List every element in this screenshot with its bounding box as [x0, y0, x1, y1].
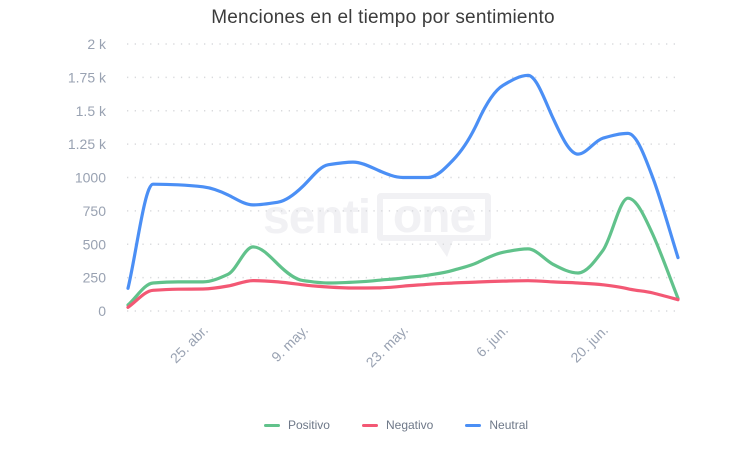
- y-axis-label: 500: [83, 236, 107, 252]
- y-axis-label: 250: [83, 270, 107, 286]
- legend-label: Neutral: [489, 418, 529, 432]
- legend-dash-icon: [361, 423, 378, 427]
- x-axis-label: 20. jun.: [567, 322, 611, 366]
- x-axis-label: 6. jun.: [473, 322, 511, 360]
- y-axis-label: 1000: [75, 170, 106, 186]
- series-line-negativo[interactable]: [126, 279, 680, 309]
- y-axis-label: 750: [83, 203, 107, 219]
- legend-dash-icon: [465, 423, 482, 427]
- watermark-bubble: [377, 193, 491, 241]
- legend-dash-icon: [263, 423, 280, 427]
- chart-title: Menciones en el tiempo por sentimiento: [211, 7, 555, 28]
- x-axis-label: 9. may.: [268, 322, 311, 365]
- watermark: senti one: [263, 190, 491, 257]
- x-axis-label: 23. may.: [363, 322, 412, 371]
- legend-item-neutral[interactable]: Neutral: [465, 418, 528, 432]
- legend-label: Negativo: [385, 418, 434, 432]
- y-axis-label: 1.75 k: [68, 69, 107, 85]
- legend-item-positivo[interactable]: Positivo: [263, 418, 330, 432]
- series-line-positivo[interactable]: [126, 196, 680, 307]
- legend-label: Positivo: [287, 418, 330, 432]
- y-axis-label: 1.25 k: [68, 136, 107, 152]
- y-axis-labels: 0 250 500 750 1000 1.25 k 1.5 k 1.75 k 2 k: [68, 36, 107, 319]
- y-axis-label: 0: [98, 303, 106, 319]
- series-line-neutral[interactable]: [126, 73, 680, 290]
- x-axis-label: 25. abr.: [167, 322, 211, 366]
- x-axis-labels: 25. abr. 9. may. 23. may. 6. jun. 20. jun.: [167, 322, 611, 371]
- series-lines: [126, 73, 680, 309]
- legend: Positivo Negativo Neutral: [25, 418, 742, 432]
- legend-item-negativo[interactable]: Negativo: [361, 418, 434, 432]
- y-axis-label: 1.5 k: [76, 103, 107, 119]
- watermark-one-text: one: [393, 190, 476, 243]
- watermark-bubble-tail: [432, 235, 455, 257]
- watermark-senti-text: senti: [263, 191, 370, 244]
- y-axis-label: 2 k: [87, 36, 107, 52]
